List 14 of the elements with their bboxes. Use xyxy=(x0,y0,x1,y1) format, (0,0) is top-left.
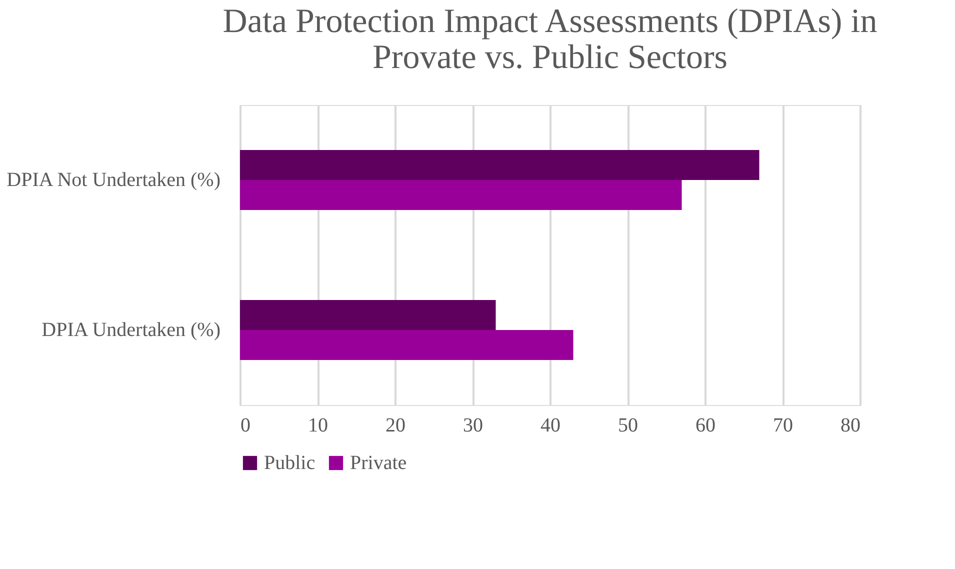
chart-title: Data Protection Impact Assessments (DPIAs) in Provate vs. Public Sectors xyxy=(222,3,878,76)
x-tick-label: 0 xyxy=(240,414,250,436)
x-tick-label: 80 xyxy=(840,414,860,436)
x-tick-label: 60 xyxy=(696,414,716,436)
x-tick-label: 70 xyxy=(773,414,793,436)
y-tick-label: DPIA Undertaken (%) xyxy=(42,319,220,341)
x-tick-label: 20 xyxy=(386,414,406,436)
legend-label: Public xyxy=(264,452,316,474)
x-tick-label: 30 xyxy=(463,414,483,436)
x-tick-label: 50 xyxy=(618,414,638,436)
y-tick-label: DPIA Not Undertaken (%) xyxy=(6,169,220,191)
legend-label: Private xyxy=(350,452,407,474)
x-tick-label: 40 xyxy=(540,414,560,436)
x-tick-label: 10 xyxy=(308,414,328,436)
